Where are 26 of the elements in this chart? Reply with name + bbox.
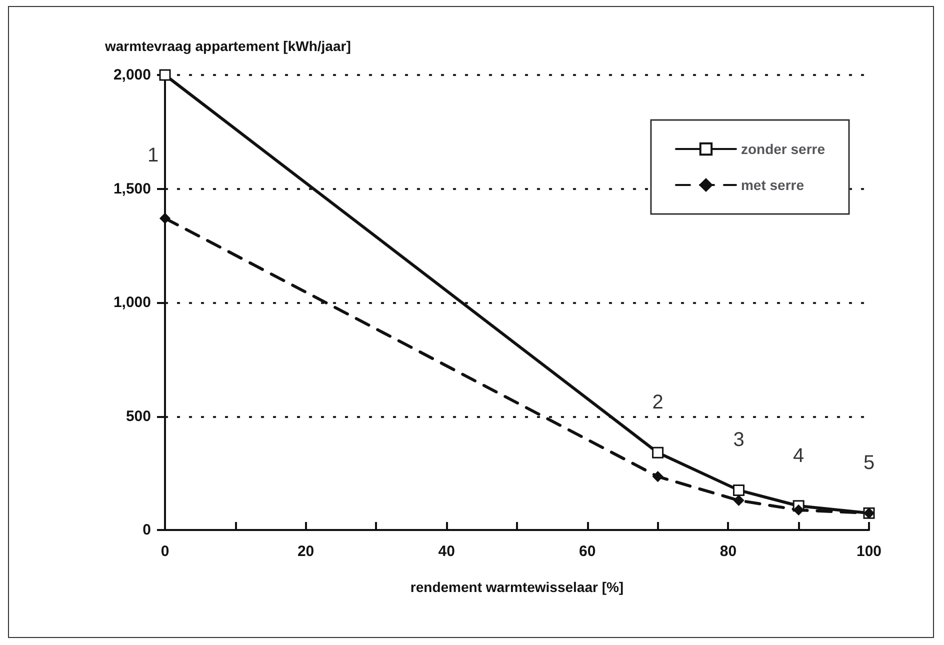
y-tick-label: 2,000 bbox=[113, 66, 151, 84]
y-tick-label: 500 bbox=[126, 408, 151, 425]
point bbox=[652, 446, 664, 458]
y-axis-title: warmtevraag appartement [kWh/jaar] bbox=[104, 38, 351, 54]
legend-label: zonder serre bbox=[740, 141, 826, 157]
y-tick-label: 1,000 bbox=[113, 294, 151, 311]
x-tick-label: 60 bbox=[579, 543, 596, 560]
point bbox=[793, 504, 804, 516]
point bbox=[733, 484, 745, 496]
x-tick-label: 40 bbox=[438, 543, 455, 560]
x-tick-label: 0 bbox=[160, 543, 170, 560]
annotation: 5 bbox=[863, 452, 875, 474]
point bbox=[652, 471, 664, 482]
legend-label: met serre bbox=[740, 177, 804, 193]
point bbox=[734, 495, 744, 506]
x-axis-title: rendement warmtewisselaar [%] bbox=[410, 579, 624, 595]
x-tick-label: 20 bbox=[297, 543, 314, 560]
point bbox=[160, 213, 170, 224]
annotation: 1 bbox=[147, 144, 159, 166]
y-tick-label: 0 bbox=[142, 522, 151, 538]
annotation: 2 bbox=[652, 392, 664, 414]
y-tick-label: 1,500 bbox=[113, 180, 151, 198]
x-tick-label: 80 bbox=[720, 543, 737, 560]
x-tick-label: 100 bbox=[856, 543, 882, 560]
annotation: 3 bbox=[733, 429, 744, 452]
annotation: 4 bbox=[793, 444, 804, 467]
